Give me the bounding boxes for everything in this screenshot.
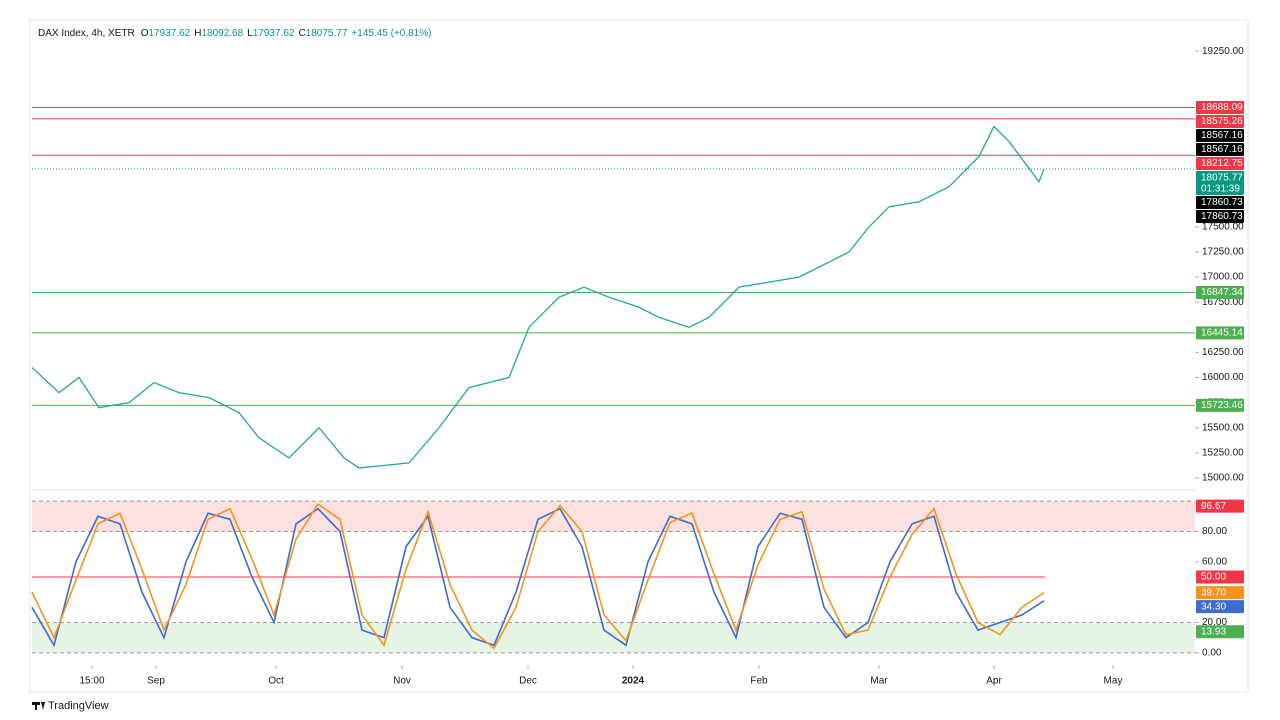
price-label-box xyxy=(1196,196,1244,210)
price-label-box xyxy=(1196,326,1244,340)
y-tick-label: 15250.00 xyxy=(1202,448,1244,459)
price-label-box xyxy=(1196,157,1244,171)
y-tick-label: 15000.00 xyxy=(1202,473,1244,484)
x-tick-label: 2024 xyxy=(622,676,645,687)
price-label-box xyxy=(1196,499,1244,513)
x-tick-label: May xyxy=(1104,676,1123,687)
price-label-box xyxy=(1196,210,1244,224)
x-tick-label: Feb xyxy=(750,676,768,687)
y-tick-label: 0.00 xyxy=(1202,648,1222,659)
band xyxy=(32,622,1195,653)
price-label: 18212.75 xyxy=(1201,158,1243,169)
price-label-box xyxy=(1196,285,1244,299)
price-label-box xyxy=(1196,570,1244,584)
x-tick-label: Oct xyxy=(268,676,284,687)
y-tick-label: 15500.00 xyxy=(1202,422,1244,433)
price-label-box xyxy=(1196,625,1244,639)
x-tick-label: Mar xyxy=(870,676,888,687)
price-label-box xyxy=(1196,101,1244,115)
y-tick-label: 17000.00 xyxy=(1202,272,1244,283)
price-label-box xyxy=(1196,171,1244,196)
price-label: 13.93 xyxy=(1201,626,1226,637)
ohlc-value: 18075.77 xyxy=(306,28,348,39)
price-label: 17860.73 xyxy=(1201,211,1243,222)
series-line xyxy=(31,503,1045,650)
price-label: 16445.14 xyxy=(1201,327,1243,338)
ohlc-key: H xyxy=(194,28,201,39)
price-label: 18567.16 xyxy=(1201,130,1243,141)
price-label-box xyxy=(1196,143,1244,157)
frame xyxy=(29,19,1249,693)
price-label: 18575.26 xyxy=(1201,116,1243,127)
legend-header: DAX Index, 4h, XETR O17937.62 H18092.68 L17… xyxy=(38,28,431,39)
y-tick-label: 80.00 xyxy=(1202,526,1227,537)
symbol: DAX Index, 4h, XETR xyxy=(38,28,135,39)
y-tick-label: 17250.00 xyxy=(1202,247,1244,258)
price-label: 18075.77 xyxy=(1201,173,1243,184)
x-tick-label: Nov xyxy=(393,676,411,687)
y-tick-label: 17500.00 xyxy=(1202,222,1244,233)
price-label: 15723.46 xyxy=(1201,400,1243,411)
price-label: 96.67 xyxy=(1201,501,1226,512)
ohlc-value: 17937.62 xyxy=(253,28,295,39)
ohlc-key: L xyxy=(247,28,253,39)
series-line xyxy=(31,507,1045,648)
y-tick-label: 20.00 xyxy=(1202,617,1227,628)
y-tick-label: 16250.00 xyxy=(1202,347,1244,358)
x-tick-label: Dec xyxy=(519,676,537,687)
ohlc-value: 18092.68 xyxy=(201,28,243,39)
y-tick-label: 16000.00 xyxy=(1202,372,1244,383)
y-tick-label: 19250.00 xyxy=(1202,46,1244,57)
ohlc-key: C xyxy=(298,28,305,39)
y-tick-label: 16750.00 xyxy=(1202,297,1244,308)
x-tick-label: Apr xyxy=(986,676,1002,687)
price-label: 18567.16 xyxy=(1201,144,1243,155)
price-label: 16847.34 xyxy=(1201,287,1243,298)
band xyxy=(32,501,1195,532)
series-line xyxy=(31,125,1045,469)
price-label: 39.70 xyxy=(1201,587,1226,598)
price-label-box xyxy=(1196,129,1244,143)
change: +145.45 (+0.81%) xyxy=(351,28,431,39)
price-label: 50.00 xyxy=(1201,572,1226,583)
price-label-box xyxy=(1196,586,1244,600)
price-label-box xyxy=(1196,600,1244,614)
price-label: 34.30 xyxy=(1201,601,1226,612)
x-tick-label: Sep xyxy=(147,676,165,687)
price-label-box xyxy=(1196,398,1244,412)
x-tick-label: 15:00 xyxy=(79,676,104,687)
countdown: 01:31:39 xyxy=(1201,184,1240,195)
y-tick-label: 60.00 xyxy=(1202,556,1227,567)
ohlc-key: O xyxy=(141,28,149,39)
price-label: 18688.09 xyxy=(1201,102,1243,113)
price-label-box xyxy=(1196,115,1244,129)
brand-logo xyxy=(32,702,45,710)
ohlc-value: 17937.62 xyxy=(149,28,191,39)
price-label: 17860.73 xyxy=(1201,197,1243,208)
footer-brand: TradingView xyxy=(48,700,109,712)
